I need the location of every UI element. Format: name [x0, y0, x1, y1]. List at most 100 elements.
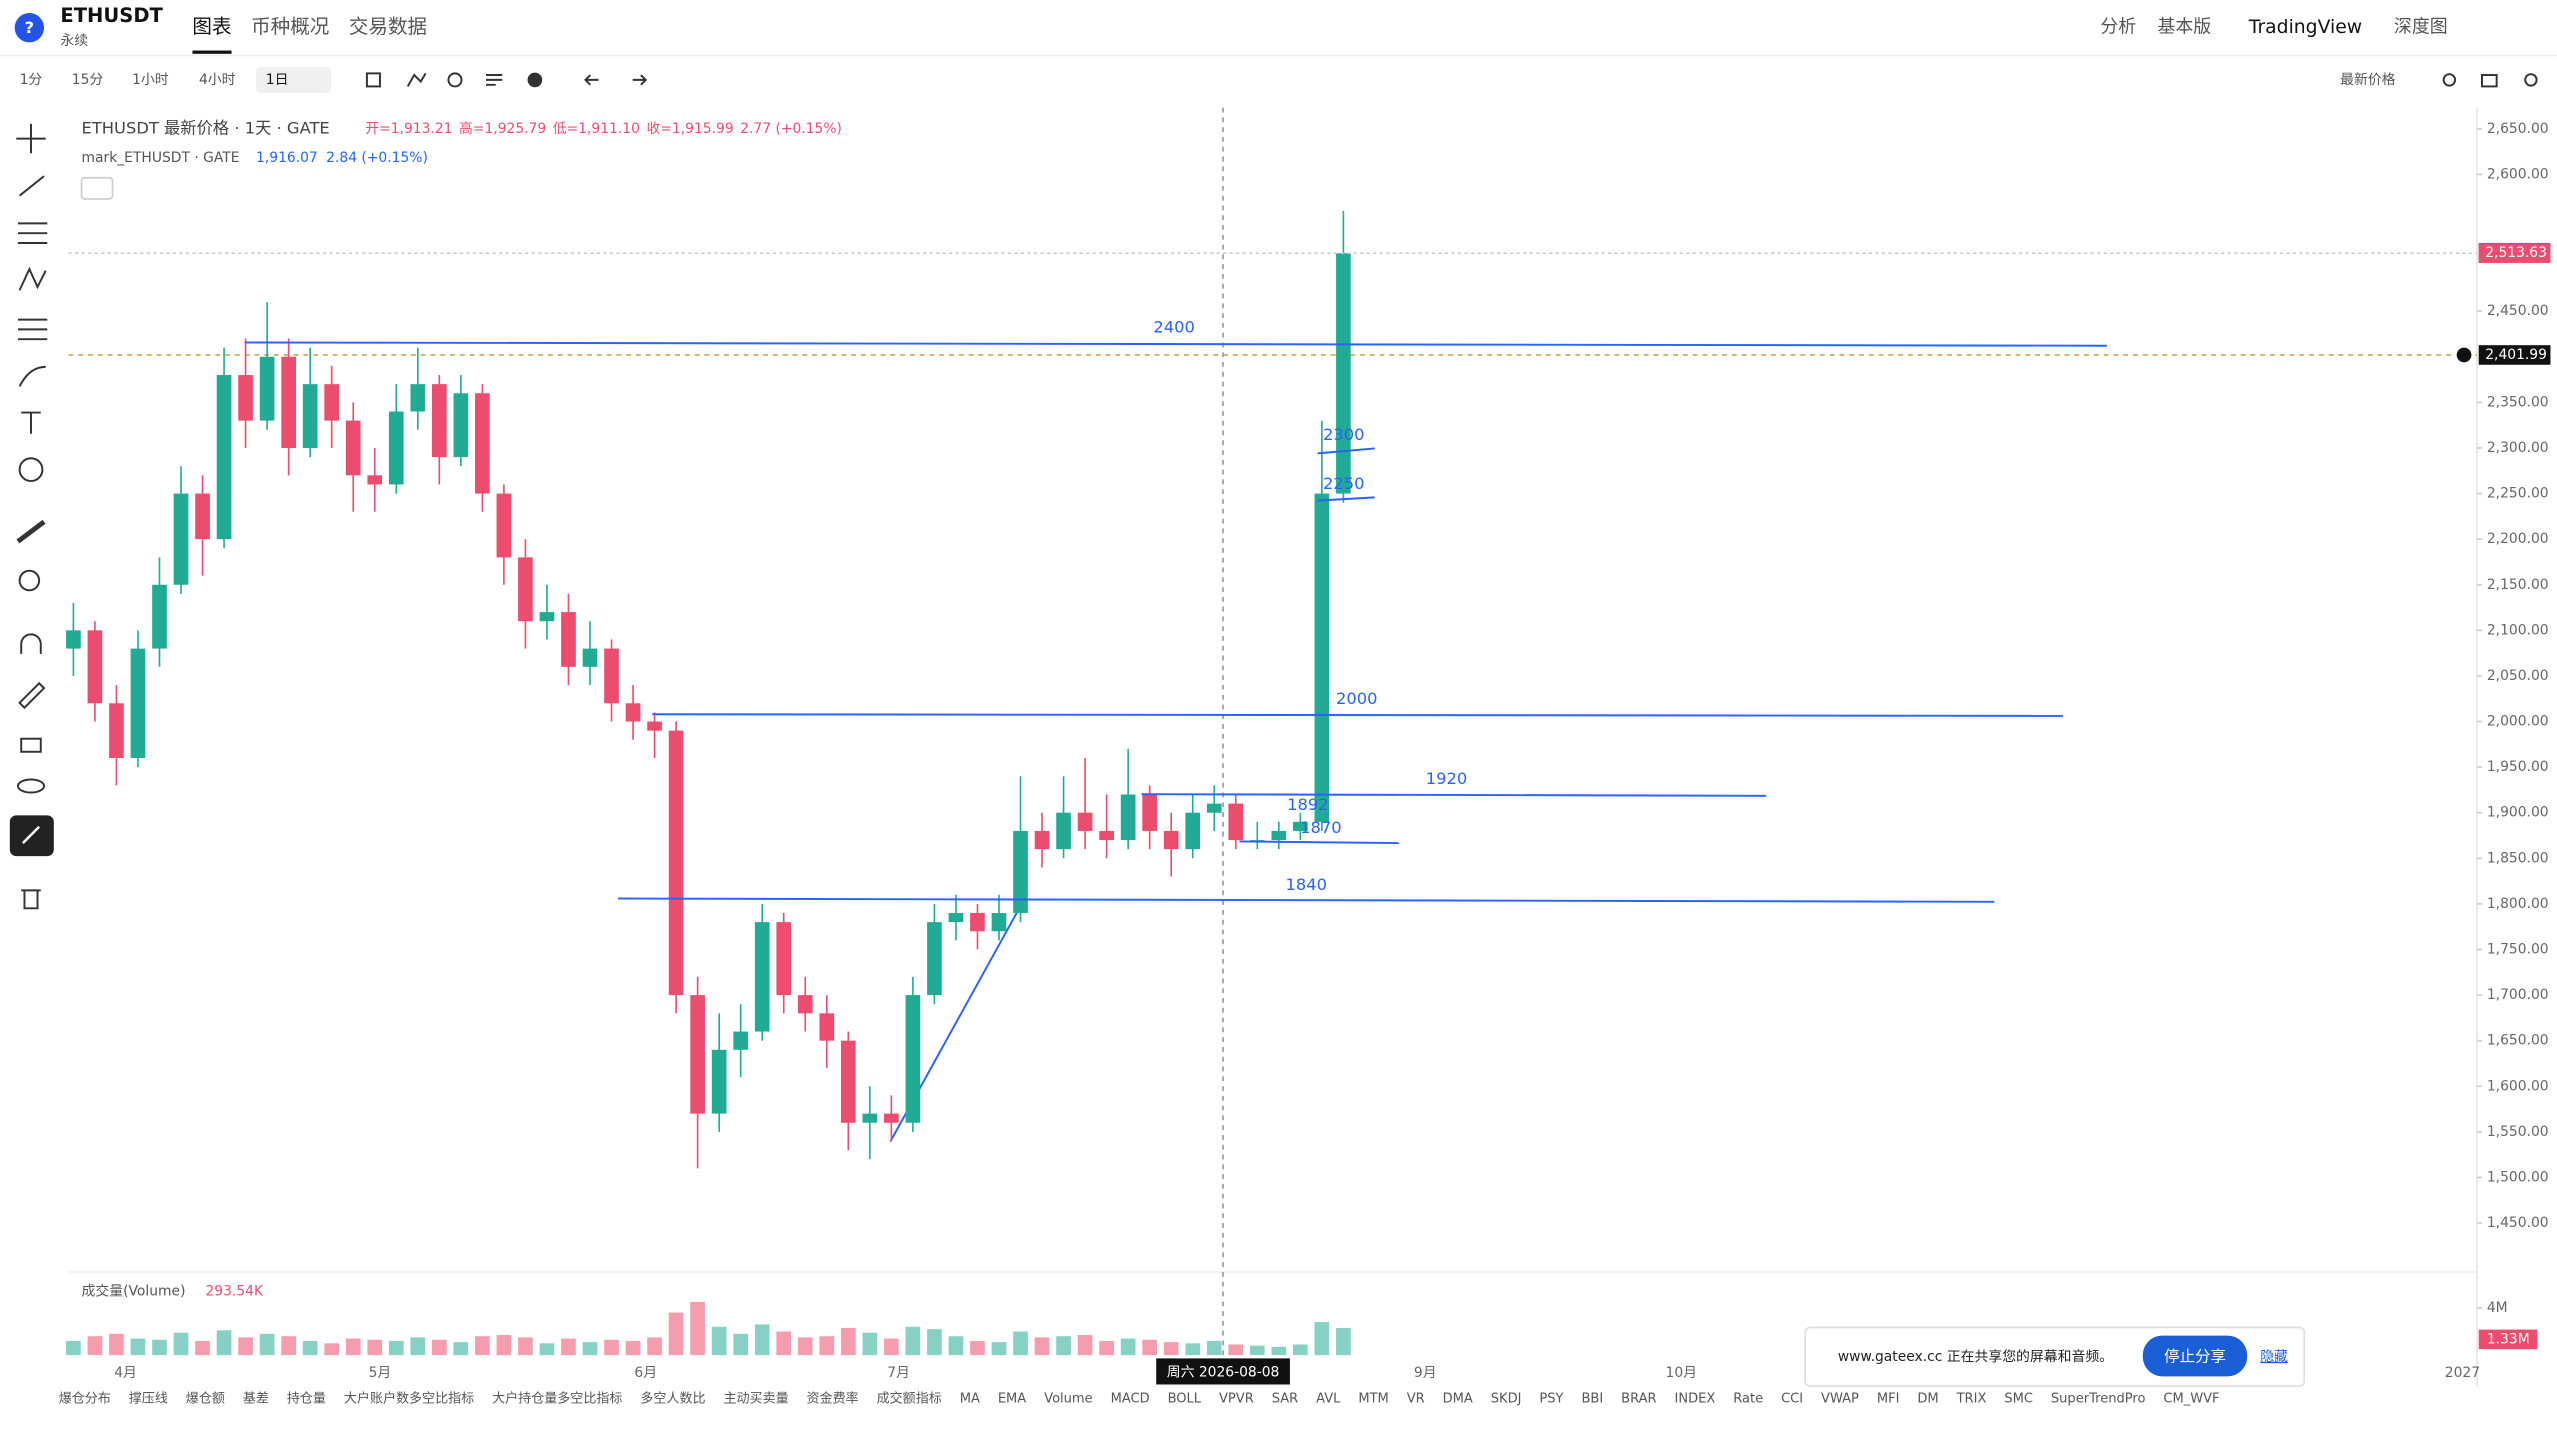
interval[interactable]: 1分: [20, 72, 43, 88]
volume-bar: [776, 1331, 792, 1356]
camera-icon[interactable]: [2481, 74, 2498, 88]
emoji-tool[interactable]: [18, 457, 44, 483]
channel-tool[interactable]: [17, 222, 48, 244]
indicator-tab[interactable]: VR: [1407, 1392, 1425, 1407]
indicator-tab[interactable]: MA: [960, 1392, 980, 1407]
indicator-tab[interactable]: BOLL: [1168, 1392, 1202, 1407]
stop-share-button[interactable]: [2142, 1335, 2248, 1377]
add-icon[interactable]: [527, 72, 543, 88]
redo-icon[interactable]: [632, 74, 648, 86]
indicator-tab[interactable]: SuperTrendPro: [2051, 1392, 2146, 1407]
indicator-tab[interactable]: 撑压线: [129, 1392, 168, 1407]
candle-body: [561, 612, 576, 667]
search-icon[interactable]: [2442, 73, 2457, 87]
lock-tool[interactable]: [20, 737, 42, 753]
brush-tool[interactable]: [18, 365, 46, 387]
indicator-tab[interactable]: INDEX: [1675, 1392, 1716, 1407]
ruler-tool[interactable]: [16, 519, 46, 544]
add-alert-button[interactable]: [2455, 346, 2474, 364]
indicator-tab[interactable]: 爆仓额: [186, 1392, 225, 1407]
volume-last-label: 1.33M: [2487, 1331, 2530, 1347]
volume-bar: [453, 1342, 469, 1356]
candle-body: [668, 730, 684, 996]
indicator-tab[interactable]: BRAR: [1621, 1392, 1656, 1407]
indicator-tab[interactable]: SKDJ: [1491, 1392, 1522, 1407]
indicator-tab[interactable]: VWAP: [1821, 1392, 1859, 1407]
indicator-tab[interactable]: CM_WVF: [2163, 1392, 2219, 1407]
indicator-tab[interactable]: 基差: [243, 1392, 269, 1407]
candle-body: [1271, 830, 1287, 841]
candle-icon[interactable]: [365, 72, 381, 88]
indicator-tab[interactable]: 成交额指标: [877, 1391, 942, 1407]
indicator-tab[interactable]: Volume: [1044, 1392, 1092, 1407]
nav-link[interactable]: 深度图: [2394, 17, 2448, 38]
nav-link[interactable]: 基本版: [2157, 17, 2211, 38]
nav-tab[interactable]: 币种概况: [251, 15, 329, 38]
indicator-tab[interactable]: SMC: [2004, 1392, 2033, 1407]
volume-bar: [1142, 1339, 1158, 1356]
volume-bar: [259, 1333, 275, 1356]
symbol[interactable]: ETHUSDT: [60, 4, 163, 27]
candle-body: [1185, 812, 1201, 850]
price-source[interactable]: 最新价格: [2340, 72, 2396, 88]
indicator-icon[interactable]: [406, 72, 427, 87]
pattern-tool[interactable]: [18, 266, 47, 291]
indicator-tab[interactable]: MFI: [1877, 1392, 1900, 1407]
indicator-tab[interactable]: AVL: [1316, 1392, 1341, 1407]
indicator-tab[interactable]: 多空人数比: [640, 1391, 705, 1407]
hide-link[interactable]: 隐藏: [2260, 1349, 2288, 1365]
visibility-tool[interactable]: [16, 778, 46, 794]
lock-draw-tool[interactable]: [18, 681, 46, 710]
indicator-tab[interactable]: 持仓量: [287, 1392, 326, 1407]
interval[interactable]: 15分: [72, 72, 104, 88]
settings-icon[interactable]: [2524, 73, 2538, 87]
indicator-tab[interactable]: DM: [1917, 1392, 1938, 1407]
candle-body: [776, 922, 792, 996]
indicator-tab[interactable]: 大户持仓量多空比指标: [492, 1391, 622, 1407]
indicator-tab[interactable]: DMA: [1443, 1392, 1473, 1407]
magnet-tool[interactable]: [20, 633, 42, 654]
volume-bar: [1185, 1343, 1201, 1356]
volume-bar: [927, 1329, 942, 1356]
replay-icon[interactable]: [447, 72, 463, 88]
zoom-tool[interactable]: [18, 569, 41, 592]
indicator-tab[interactable]: Rate: [1733, 1392, 1763, 1407]
candle-body: [1142, 794, 1158, 831]
indicator-tab[interactable]: 爆仓分布: [59, 1392, 111, 1407]
indicator-tab[interactable]: EMA: [998, 1392, 1026, 1407]
indicator-tab[interactable]: VPVR: [1219, 1392, 1254, 1407]
indicator-tab[interactable]: BBI: [1581, 1392, 1603, 1407]
y-tick-label: 1,600.00: [2487, 1078, 2549, 1094]
volume-bar: [238, 1337, 253, 1356]
interval[interactable]: 4小时: [199, 72, 236, 88]
nav-link[interactable]: TradingView: [2248, 17, 2362, 38]
delete-tool[interactable]: [21, 889, 41, 910]
candle-body: [539, 612, 555, 622]
interval[interactable]: 1日: [266, 72, 289, 88]
crosshair-tool[interactable]: [16, 123, 46, 154]
text-tool[interactable]: [21, 411, 41, 434]
undo-icon[interactable]: [584, 74, 599, 86]
template-icon[interactable]: [485, 74, 503, 86]
indicator-tab[interactable]: 大户账户数多空比指标: [344, 1391, 474, 1407]
line-tool[interactable]: [18, 175, 45, 197]
indicator-tab[interactable]: MACD: [1111, 1392, 1150, 1407]
logo[interactable]: [14, 13, 45, 43]
indicator-tab[interactable]: 主动买卖量: [723, 1392, 788, 1407]
indicator-tab[interactable]: 资金费率: [807, 1391, 859, 1407]
indicator-tab[interactable]: CCI: [1781, 1392, 1803, 1407]
nav-link[interactable]: 分析: [2100, 17, 2136, 38]
nav-tab[interactable]: 图表: [192, 15, 231, 38]
volume-bar: [324, 1343, 340, 1356]
nav-tab[interactable]: 交易数据: [349, 15, 427, 38]
logo-mark: ?: [25, 18, 34, 37]
drawing-label: 2000: [1336, 689, 1377, 708]
collapse-button[interactable]: [80, 176, 114, 200]
interval[interactable]: 1小时: [132, 72, 169, 88]
fib-tool[interactable]: [17, 318, 48, 341]
indicator-tab[interactable]: MTM: [1358, 1392, 1388, 1407]
y-tick-label: 2,200.00: [2487, 531, 2549, 547]
indicator-tab[interactable]: TRIX: [1956, 1392, 1987, 1407]
indicator-tab[interactable]: PSY: [1539, 1392, 1563, 1407]
indicator-tab[interactable]: SAR: [1272, 1392, 1298, 1407]
